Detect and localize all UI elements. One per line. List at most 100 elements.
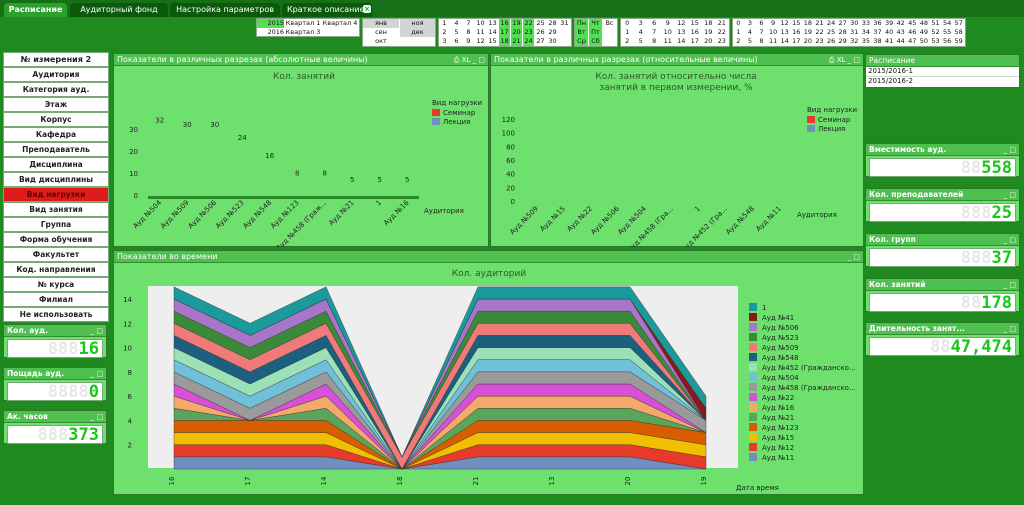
- panel-controls[interactable]: ⎙ XL _ □: [828, 56, 860, 64]
- filter-cell[interactable]: 53: [931, 37, 940, 45]
- filter-cell[interactable]: 16: [792, 28, 801, 36]
- filter-cell[interactable]: 21: [815, 19, 824, 27]
- filter-cell[interactable]: 19: [704, 28, 713, 36]
- filter-cell[interactable]: 2: [736, 37, 741, 45]
- filter-cell[interactable]: Сб: [589, 37, 602, 46]
- area-series[interactable]: [173, 286, 707, 458]
- filter-cell[interactable]: 14: [677, 37, 686, 45]
- filter-cell[interactable]: 41: [884, 37, 894, 45]
- filter-cell[interactable]: 31: [560, 19, 569, 27]
- filter-cell[interactable]: 15: [690, 19, 699, 27]
- panel-controls[interactable]: _ □: [847, 253, 860, 261]
- filter-cell[interactable]: 14: [780, 37, 789, 45]
- kpi-controls[interactable]: _ □: [1003, 191, 1016, 199]
- filter-cell[interactable]: 51: [931, 19, 940, 27]
- kpi-controls[interactable]: _ □: [1003, 146, 1016, 154]
- dimension-button[interactable]: Форма обучения: [3, 232, 109, 247]
- dimension-button[interactable]: Факультет: [3, 247, 109, 262]
- tab-settings[interactable]: Настройка параметров: [170, 3, 280, 17]
- filter-cell[interactable]: 48: [919, 19, 929, 27]
- filter-cell[interactable]: 27: [536, 37, 545, 45]
- dimension-button[interactable]: Корпус: [3, 112, 109, 127]
- kpi-controls[interactable]: _ □: [90, 413, 103, 421]
- filter-cell[interactable]: 35: [861, 37, 871, 45]
- filter-cell[interactable]: 44: [896, 37, 905, 45]
- filter-cell[interactable]: 20: [511, 28, 522, 37]
- filter-cell[interactable]: 46: [908, 28, 917, 36]
- tab-auditorium-fund[interactable]: Аудиторный фонд: [70, 3, 168, 17]
- filter-cell[interactable]: 5: [638, 37, 643, 45]
- filter-cell[interactable]: 38: [873, 37, 882, 45]
- dimension-button[interactable]: Вид нагрузки: [3, 187, 109, 202]
- filter-cell[interactable]: 12: [476, 37, 485, 45]
- filter-cell[interactable]: 26: [826, 37, 836, 45]
- x-axis-scrollbar[interactable]: [148, 196, 419, 199]
- filter-cell[interactable]: 3: [747, 19, 752, 27]
- month-jan[interactable]: янв: [363, 19, 399, 28]
- filter-cell[interactable]: 43: [896, 28, 905, 36]
- kpi-controls[interactable]: _ □: [90, 327, 103, 335]
- dimension-button[interactable]: № курса: [3, 277, 109, 292]
- filter-cell[interactable]: 56: [942, 37, 952, 45]
- filter-cell[interactable]: 4: [454, 19, 459, 27]
- filter-cell[interactable]: 5: [454, 28, 459, 36]
- filter-cell[interactable]: 10: [768, 28, 778, 36]
- filter-cell[interactable]: 6: [652, 19, 657, 27]
- dimension-button[interactable]: Код. направления: [3, 262, 109, 277]
- filter-cell[interactable]: 7: [466, 19, 471, 27]
- filter-cell[interactable]: 1: [736, 28, 741, 36]
- year-2015[interactable]: 2015: [257, 19, 284, 28]
- filter-cell[interactable]: 5: [747, 37, 752, 45]
- kpi-controls[interactable]: _ □: [1003, 325, 1016, 333]
- filter-cell[interactable]: 11: [663, 37, 672, 45]
- filter-cell[interactable]: 9: [466, 37, 471, 45]
- filter-cell[interactable]: 9: [665, 19, 670, 27]
- dimension-button[interactable]: Категория ауд.: [3, 82, 109, 97]
- filter-cell[interactable]: 10: [476, 19, 485, 27]
- filter-cell[interactable]: 34: [861, 28, 871, 36]
- filter-cell[interactable]: 10: [663, 28, 672, 36]
- filter-cell[interactable]: 55: [942, 28, 952, 36]
- filter-cell[interactable]: 28: [838, 28, 847, 36]
- filter-cell[interactable]: 9: [771, 19, 776, 27]
- dimension-button[interactable]: Не использовать: [3, 307, 109, 322]
- month-sep[interactable]: сен: [375, 28, 387, 36]
- filter-cell[interactable]: 1: [625, 28, 630, 36]
- filter-cell[interactable]: Чт: [589, 19, 602, 28]
- filter-cell[interactable]: 39: [884, 19, 894, 27]
- filter-cell[interactable]: 3: [442, 37, 447, 45]
- filter-cell[interactable]: 59: [954, 37, 963, 45]
- filter-cell[interactable]: 8: [652, 37, 657, 45]
- filter-cell[interactable]: 17: [499, 28, 510, 37]
- filter-cell[interactable]: 25: [826, 28, 836, 36]
- filter-cell[interactable]: 11: [476, 28, 485, 36]
- filter-cell[interactable]: Вс: [605, 19, 614, 27]
- filter-cell[interactable]: 20: [803, 37, 813, 45]
- filter-cell[interactable]: 52: [931, 28, 940, 36]
- filter-cell[interactable]: 1: [442, 19, 447, 27]
- close-icon[interactable]: ×: [363, 5, 371, 13]
- filter-cell[interactable]: 21: [511, 37, 522, 46]
- month-dec[interactable]: дек: [400, 28, 435, 37]
- filter-cell[interactable]: 57: [954, 19, 963, 27]
- month-nov[interactable]: ноя: [400, 19, 435, 28]
- filter-cell[interactable]: 33: [861, 19, 871, 27]
- filter-cell[interactable]: 17: [792, 37, 801, 45]
- filter-cell[interactable]: 40: [884, 28, 894, 36]
- filter-cell[interactable]: 29: [838, 37, 847, 45]
- filter-cell[interactable]: 7: [759, 28, 764, 36]
- filter-cell[interactable]: 25: [536, 19, 545, 27]
- filter-cell[interactable]: 19: [511, 19, 522, 28]
- filter-cell[interactable]: 58: [954, 28, 963, 36]
- dimension-button[interactable]: Группа: [3, 217, 109, 232]
- filter-cell[interactable]: 27: [838, 19, 847, 27]
- dimension-button[interactable]: Филиал: [3, 292, 109, 307]
- filter-cell[interactable]: 21: [717, 19, 726, 27]
- filter-cell[interactable]: 0: [736, 19, 741, 27]
- filter-cell[interactable]: Пт: [589, 28, 602, 37]
- filter-cell[interactable]: 16: [499, 19, 510, 28]
- filter-cell[interactable]: 0: [625, 19, 630, 27]
- filter-cell[interactable]: 31: [850, 28, 859, 36]
- filter-cell[interactable]: 12: [780, 19, 789, 27]
- filter-cell[interactable]: 28: [548, 19, 557, 27]
